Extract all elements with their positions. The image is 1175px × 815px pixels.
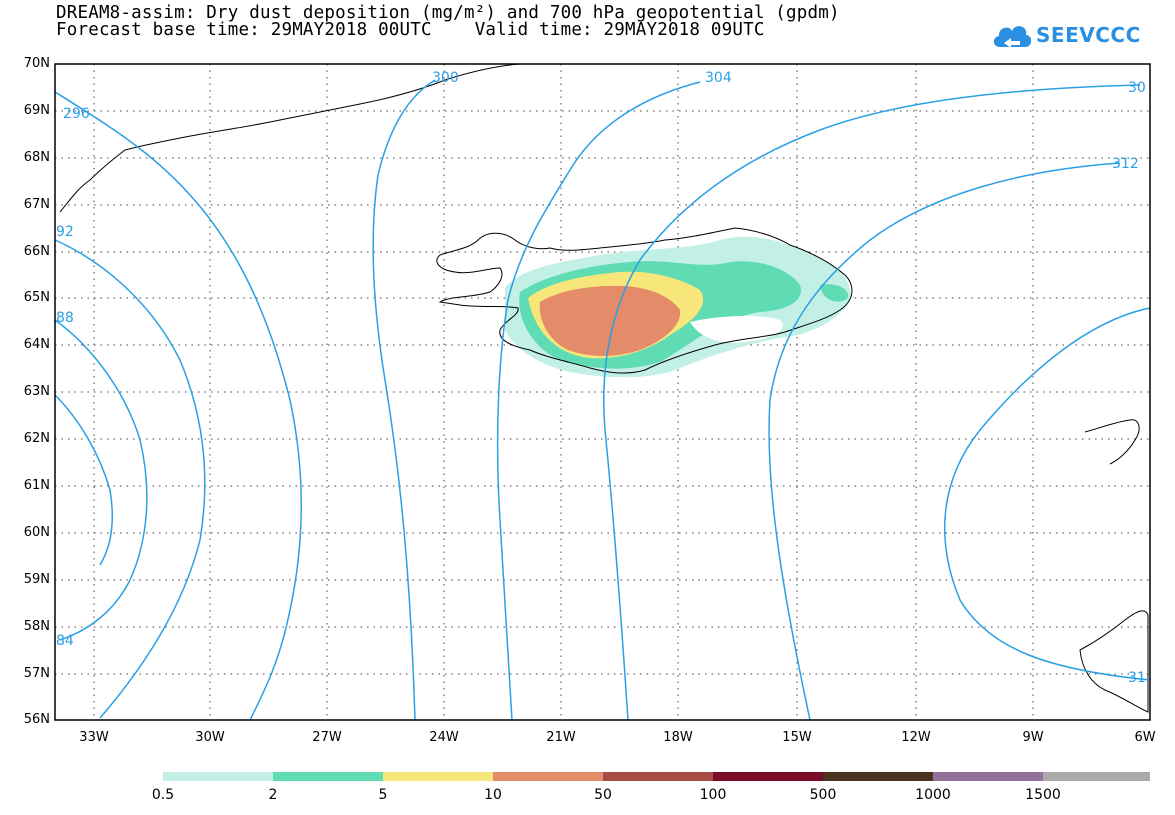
lon-label: 30W — [195, 730, 225, 745]
lat-label: 59N — [23, 572, 50, 587]
lon-label: 27W — [312, 730, 342, 745]
lon-label: 12W — [901, 730, 931, 745]
lat-label: 70N — [23, 56, 50, 71]
lat-label: 67N — [23, 197, 50, 212]
lat-label: 65N — [23, 290, 50, 305]
colorbar-segment — [383, 772, 493, 781]
colorbar-label: 100 — [699, 787, 727, 803]
lat-label: 60N — [23, 525, 50, 540]
lon-label: 21W — [546, 730, 576, 745]
colorbar-label: 1000 — [915, 787, 951, 803]
contour-label-304: 304 — [705, 70, 732, 86]
cloud-icon — [993, 26, 1032, 48]
contour-label-92: 92 — [56, 224, 74, 240]
colorbar-segment — [603, 772, 713, 781]
contour-label-300: 300 — [432, 70, 459, 86]
colorbar-label: 1500 — [1025, 787, 1061, 803]
lat-label: 62N — [23, 431, 50, 446]
graticule — [55, 64, 1150, 720]
contour-label-296: 296 — [63, 106, 90, 122]
colorbar-segment — [713, 772, 823, 781]
contour-label-84: 84 — [56, 633, 74, 649]
lat-label: 58N — [23, 619, 50, 634]
lat-label: 57N — [23, 666, 50, 681]
lon-label: 15W — [782, 730, 812, 745]
colorbar-label: 5 — [378, 787, 388, 803]
colorbar-label: 10 — [484, 787, 502, 803]
contour-label-312: 312 — [1112, 156, 1139, 172]
lat-label: 63N — [23, 384, 50, 399]
seevccc-logo: SEEVCCC — [990, 17, 1140, 57]
lat-label: 56N — [23, 712, 50, 727]
map-frame — [54, 63, 1151, 721]
contour-label-30-top: 30 — [1128, 80, 1146, 96]
colorbar-label: 500 — [809, 787, 837, 803]
colorbar-segment — [933, 772, 1043, 781]
lat-label: 68N — [23, 150, 50, 165]
coastlines — [59, 63, 1149, 713]
lat-label: 64N — [23, 337, 50, 352]
colorbar-segment — [493, 772, 603, 781]
logo-text: SEEVCCC — [1036, 23, 1141, 47]
lon-label: 9W — [1022, 730, 1044, 745]
lon-label: 24W — [429, 730, 459, 745]
contour-label-31: 31 — [1128, 670, 1146, 686]
lon-label: 6W — [1134, 730, 1156, 745]
colorbar-label: 2 — [268, 787, 278, 803]
geopotential-contours — [54, 79, 1151, 721]
lat-label: 69N — [23, 103, 50, 118]
lon-label: 18W — [663, 730, 693, 745]
colorbar-segment — [273, 772, 383, 781]
map-title-line2: Forecast base time: 29MAY2018 00UTC Vali… — [56, 20, 765, 40]
colorbar-label: 50 — [594, 787, 612, 803]
colorbar-label: 0.5 — [151, 787, 175, 803]
lat-label: 66N — [23, 244, 50, 259]
map-title-line1: DREAM8-assim: Dry dust deposition (mg/m²… — [56, 3, 840, 23]
colorbar-segment — [163, 772, 273, 781]
contour-label-88: 88 — [56, 310, 74, 326]
lat-label: 61N — [23, 478, 50, 493]
colorbar-segment — [1043, 772, 1150, 781]
colorbar-segment — [823, 772, 933, 781]
lon-label: 33W — [79, 730, 109, 745]
dust-deposition-field — [505, 236, 851, 378]
